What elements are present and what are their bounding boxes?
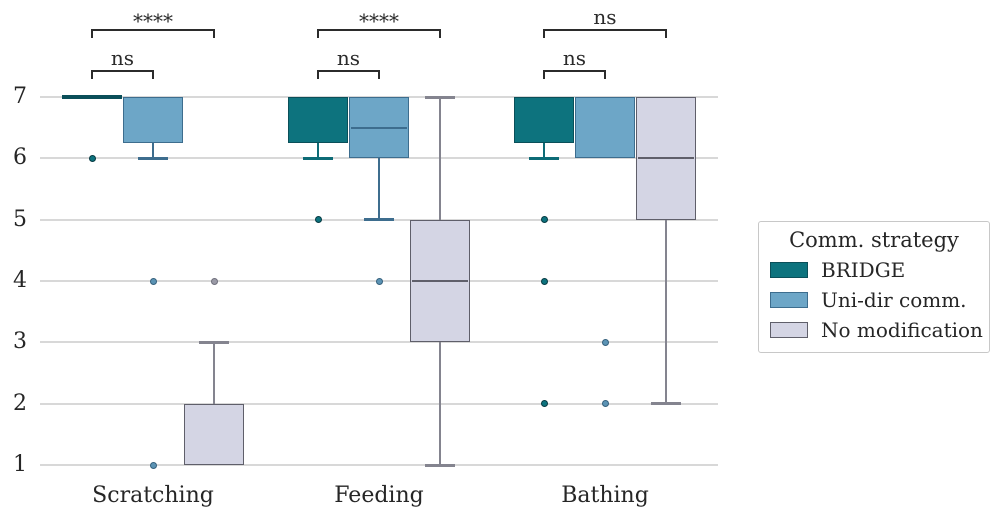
significance-label: ****: [133, 9, 173, 33]
outlier-dot: [149, 277, 157, 285]
whisker-cap-lower: [138, 156, 168, 160]
whisker-cap-upper: [199, 340, 229, 344]
whisker-lower: [378, 158, 380, 220]
significance-bracket: [317, 29, 441, 38]
median-line: [351, 126, 407, 129]
box: [575, 97, 635, 159]
outlier-dot: [314, 216, 322, 224]
box: [514, 97, 574, 143]
whisker-upper: [439, 97, 441, 220]
outlier-dot: [540, 277, 548, 285]
gridline: [40, 464, 718, 466]
collapsed-box: [62, 95, 122, 99]
legend-item-unidir: Uni-dir comm.: [759, 285, 989, 315]
y-tick-label: 7: [13, 84, 27, 109]
legend-swatch-bridge: [770, 262, 808, 278]
significance-label: ns: [562, 46, 587, 70]
whisker-cap-lower: [651, 402, 681, 406]
box: [123, 97, 183, 143]
outlier-dot: [149, 461, 157, 469]
significance-bracket: [543, 29, 667, 38]
y-tick-label: 2: [13, 390, 27, 416]
whisker-cap-upper: [425, 95, 455, 99]
significance-bracket: [317, 70, 380, 79]
y-tick-label: 1: [13, 452, 27, 477]
median-line: [638, 157, 694, 160]
y-tick-label: 6: [13, 145, 27, 171]
whisker-cap-lower: [303, 156, 333, 160]
whisker-lower: [665, 219, 667, 404]
y-tick-label: 5: [13, 206, 27, 232]
legend-swatch-unidir: [770, 292, 808, 308]
outlier-dot: [601, 400, 609, 408]
significance-label: ns: [593, 5, 617, 29]
legend-label-unidir: Uni-dir comm.: [821, 288, 967, 312]
outlier-dot: [601, 338, 609, 346]
y-tick-label: 3: [13, 329, 27, 355]
outlier-dot: [210, 277, 218, 285]
box: [288, 97, 348, 143]
y-tick-label: 4: [13, 268, 27, 293]
whisker-lower: [439, 342, 441, 465]
whisker-upper: [213, 342, 215, 404]
significance-label: ****: [359, 9, 399, 33]
legend-label-bridge: BRIDGE: [821, 258, 906, 282]
outlier-dot: [540, 216, 548, 224]
legend-item-bridge: BRIDGE: [759, 255, 989, 285]
whisker-lower: [543, 143, 545, 159]
significance-bracket: [91, 29, 215, 38]
category-label: Scratching: [92, 483, 214, 508]
legend-title: Comm. strategy: [789, 228, 959, 252]
gridline: [40, 402, 718, 405]
median-line: [412, 280, 468, 282]
whisker-cap-lower: [529, 156, 559, 160]
whisker-lower: [317, 143, 319, 159]
legend-swatch-nomod: [770, 322, 808, 338]
legend-label-nomod: No modification: [821, 318, 983, 342]
gridline: [40, 341, 718, 344]
legend-item-nomod: No modification: [759, 315, 989, 345]
whisker-cap-lower: [364, 218, 394, 222]
significance-label: ns: [110, 46, 135, 70]
outlier-dot: [375, 277, 383, 285]
category-label: Bathing: [561, 483, 649, 508]
significance-bracket: [543, 70, 606, 79]
whisker-lower: [152, 143, 154, 159]
legend: Comm. strategy BRIDGE Uni-dir comm. No m…: [758, 221, 990, 353]
outlier-dot: [540, 400, 548, 408]
category-label: Feeding: [334, 483, 424, 508]
box: [184, 403, 244, 465]
significance-bracket: [91, 70, 154, 79]
significance-label: ns: [336, 46, 361, 70]
whisker-cap-lower: [425, 463, 455, 467]
outlier-dot: [88, 154, 96, 162]
